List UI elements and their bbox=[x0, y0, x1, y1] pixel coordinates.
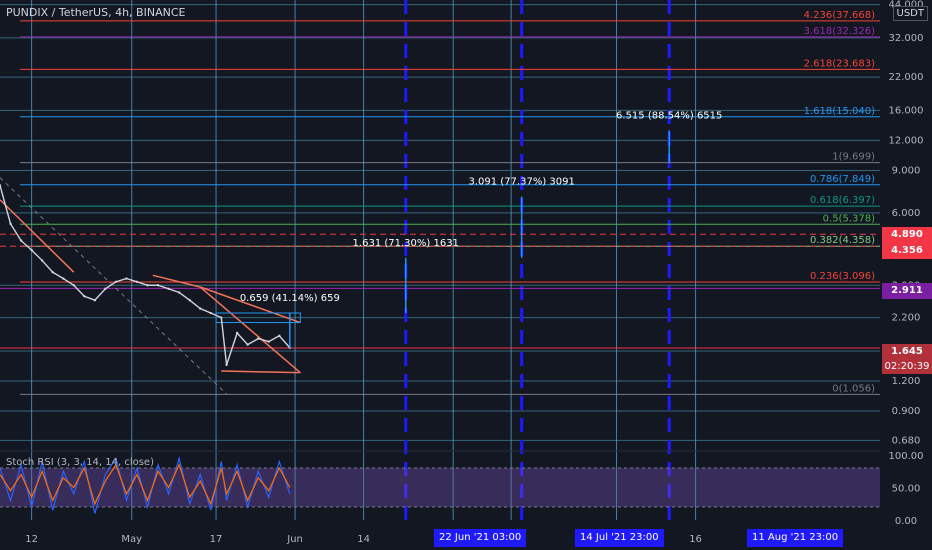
price-point bbox=[9, 222, 12, 226]
stoch-rsi-pane: 100.00 50.00 0.00 bbox=[0, 450, 924, 527]
price-point bbox=[135, 280, 139, 284]
price-point bbox=[146, 284, 149, 287]
fib-label: 0(1.056) bbox=[832, 383, 875, 394]
projection-label: 0.659 (41.14%) 659 bbox=[240, 293, 340, 304]
price-point bbox=[93, 299, 97, 302]
stoch-rsi-label: Stoch RSI (3, 3, 14, 14, close) bbox=[6, 457, 154, 468]
x-tick-label: May bbox=[121, 534, 142, 545]
x-tick-label: Jun bbox=[286, 534, 303, 545]
price-point bbox=[225, 363, 228, 367]
base-arrow bbox=[221, 370, 301, 374]
price-point bbox=[72, 284, 75, 287]
fib-label: 2.618(23.683) bbox=[804, 58, 876, 69]
x-tick-label: 12 bbox=[25, 534, 38, 545]
y-tick-label: 22.000 bbox=[889, 72, 924, 83]
price-tag-4356: 4.356 bbox=[882, 243, 932, 259]
target-box bbox=[215, 312, 301, 324]
price-point bbox=[257, 337, 260, 340]
fib-label: 0.618(6.397) bbox=[810, 195, 875, 206]
price-point bbox=[83, 295, 86, 298]
price-point bbox=[30, 248, 33, 252]
fib-levels: 4.236(37.668) 3.618(32.326) 2.618(23.683) 1… bbox=[20, 10, 880, 395]
y-tick-label: 6.000 bbox=[892, 208, 921, 219]
x-tick-label: 16 bbox=[689, 534, 702, 545]
y-tick-label: 2.200 bbox=[892, 313, 921, 324]
x-tick-label: 17 bbox=[210, 534, 223, 545]
wedge-upper-arrow bbox=[199, 286, 301, 324]
x-tick-label: 14 bbox=[357, 534, 370, 545]
y-tick-label: 16.000 bbox=[889, 105, 924, 116]
price-point bbox=[19, 239, 23, 242]
price-series bbox=[0, 184, 292, 367]
price-point bbox=[40, 259, 44, 262]
fib-label: 0.236(3.096) bbox=[810, 271, 875, 282]
price-point bbox=[62, 277, 65, 280]
trendline bbox=[0, 199, 75, 273]
wedge-lower-arrow bbox=[199, 286, 301, 374]
projection-label: 6.515 (88.54%) 6515 bbox=[616, 110, 722, 121]
grid bbox=[0, 0, 880, 520]
rsi-tick-label: 100.00 bbox=[889, 451, 924, 462]
y-tick-label: 12.000 bbox=[889, 135, 924, 146]
projections: 0.659 (41.14%) 659 1.631 (71.30%) 1631 3.0… bbox=[240, 110, 722, 349]
price-axis: 0.6800.9001.2001.6002.2003.0006.0009.000… bbox=[889, 0, 924, 446]
price-point bbox=[267, 340, 270, 343]
y-tick-label: 0.900 bbox=[892, 406, 921, 417]
y-tick-label: 44.000 bbox=[889, 0, 924, 11]
fib-label: 1(9.699) bbox=[832, 152, 875, 163]
symbol-title: PUNDIX / TetherUS, 4h, BINANCE bbox=[6, 6, 186, 19]
price-lines bbox=[0, 233, 880, 349]
price-point bbox=[209, 311, 212, 315]
y-tick-label: 1.200 bbox=[892, 376, 921, 387]
rsi-band bbox=[0, 468, 880, 507]
last-price-tag: 1.645 bbox=[882, 344, 932, 360]
y-tick-label: 0.680 bbox=[892, 435, 921, 446]
price-point bbox=[220, 316, 223, 319]
y-tick-label: 32.000 bbox=[889, 33, 924, 44]
price-point bbox=[0, 184, 2, 187]
fib-label: 3.618(32.326) bbox=[804, 26, 876, 37]
trend-drawings bbox=[0, 177, 301, 395]
stoch-k-line bbox=[0, 455, 291, 514]
price-point bbox=[278, 334, 281, 337]
fib-label: 0.382(4.358) bbox=[810, 235, 875, 246]
price-point bbox=[114, 280, 118, 284]
fib-label: 4.236(37.668) bbox=[804, 10, 876, 21]
price-point bbox=[167, 287, 170, 291]
price-tag-4890: 4.890 bbox=[882, 227, 932, 243]
date-tag-aug11: 11 Aug '21 23:00 bbox=[747, 529, 844, 547]
currency-badge[interactable]: USDT bbox=[892, 6, 928, 21]
price-point bbox=[177, 291, 181, 294]
fib-label: 0.786(7.849) bbox=[810, 174, 875, 185]
date-tag-jul14: 14 Jul '21 23:00 bbox=[575, 529, 664, 547]
bar-countdown: 02:20:39 bbox=[882, 360, 932, 374]
projection-label: 1.631 (71.30%) 1631 bbox=[353, 238, 459, 249]
price-point bbox=[235, 331, 239, 335]
price-point bbox=[51, 270, 54, 274]
fib-label: 1.618(15.040) bbox=[804, 106, 876, 117]
rsi-tick-label: 50.00 bbox=[892, 484, 921, 495]
price-point bbox=[125, 277, 128, 280]
price-tag-2911: 2.911 bbox=[882, 283, 932, 299]
price-point bbox=[246, 343, 249, 346]
rsi-tick-label: 0.00 bbox=[895, 516, 917, 527]
price-point bbox=[199, 307, 202, 310]
price-point bbox=[156, 284, 160, 287]
trendline bbox=[152, 274, 201, 288]
date-tag-jun22: 22 Jun '21 03:00 bbox=[434, 529, 527, 547]
price-point bbox=[188, 299, 191, 302]
y-tick-label: 9.000 bbox=[892, 165, 921, 176]
stoch-d-line bbox=[0, 463, 291, 506]
price-point bbox=[104, 287, 107, 291]
fib-label: 0.5(5.378) bbox=[823, 213, 875, 224]
projection-date-lines bbox=[404, 0, 671, 528]
projection-label: 3.091 (77.37%) 3091 bbox=[468, 177, 574, 188]
